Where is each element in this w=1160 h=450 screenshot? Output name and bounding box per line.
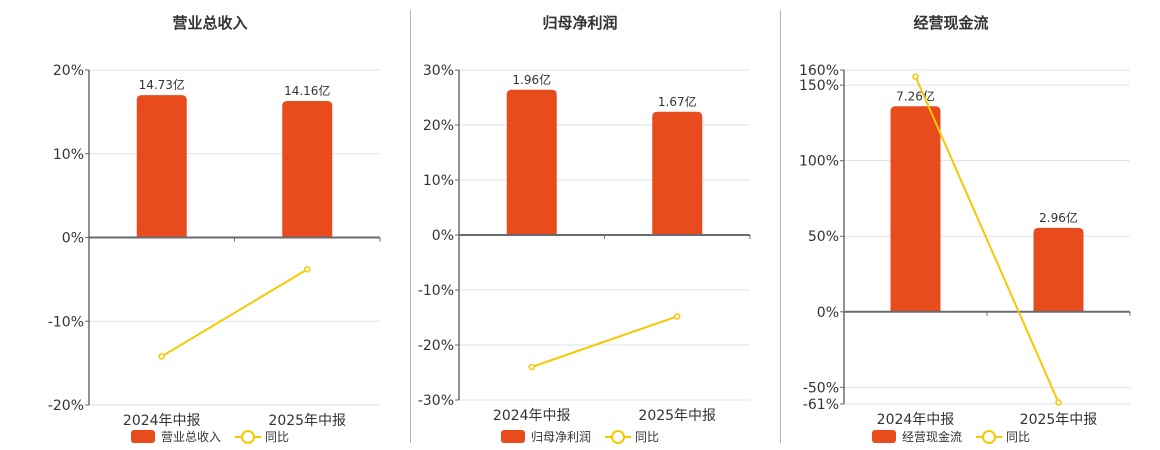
legend-bar-label[interactable]: 营业总收入	[160, 430, 221, 444]
bar-value-label: 14.16亿	[284, 83, 330, 98]
chart-title: 经营现金流	[913, 14, 989, 32]
yoy-line	[914, 76, 1060, 403]
bar-value-label: 7.26亿	[896, 88, 935, 103]
yoy-point[interactable]	[674, 313, 681, 320]
x-tick-label: 2024年中报	[123, 413, 201, 429]
y-tick-label: 50%	[808, 229, 839, 245]
legend-line-label[interactable]: 同比	[635, 430, 660, 444]
panel-divider	[780, 10, 781, 443]
y-tick-label: -20%	[48, 398, 84, 414]
y-tick-label: 100%	[799, 154, 839, 170]
yoy-line	[531, 315, 678, 368]
legend-line-label[interactable]: 同比	[265, 430, 290, 444]
legend-line-swatch-icon[interactable]	[976, 429, 1002, 444]
yoy-point[interactable]	[158, 353, 165, 360]
y-tick-label: 20%	[423, 118, 454, 134]
legend-bar-swatch[interactable]	[130, 430, 155, 443]
x-tick-label: 2025年中报	[268, 413, 346, 429]
chart-plot: 20% 10% 0% -10% -20% 14.73亿 2024年中报 14.16亿 2025年…	[48, 63, 381, 429]
chart-title: 营业总收入	[172, 14, 248, 32]
legend-line-swatch-icon[interactable]	[235, 429, 261, 444]
y-tick-label: 0%	[817, 305, 839, 321]
bar-value-label: 1.67亿	[658, 94, 697, 109]
y-tick-label: 10%	[53, 147, 84, 163]
x-tick-label: 2025年中报	[1020, 412, 1098, 428]
chart-legend: 营业总收入 同比	[0, 428, 420, 445]
y-tick-label: 0%	[432, 228, 454, 244]
y-tick-label: -20%	[418, 338, 454, 354]
legend-bar-label[interactable]: 归母净利润	[530, 430, 591, 444]
y-tick-label: 20%	[53, 63, 84, 79]
y-tick-label: 10%	[423, 173, 454, 189]
bar[interactable]	[136, 95, 187, 238]
yoy-point[interactable]	[912, 73, 919, 80]
y-tick-label: -61%	[803, 397, 839, 413]
bar[interactable]	[890, 106, 941, 312]
y-tick-label: -50%	[803, 380, 839, 396]
yoy-point[interactable]	[528, 363, 535, 371]
x-tick-label: 2025年中报	[638, 408, 716, 424]
panel-divider	[410, 10, 411, 443]
yoy-point[interactable]	[304, 266, 311, 273]
legend-bar-label[interactable]: 经营现金流	[901, 430, 962, 444]
legend-line-label[interactable]: 同比	[1006, 430, 1031, 444]
y-tick-label: 160%	[799, 63, 839, 79]
x-tick-label: 2024年中报	[493, 408, 571, 424]
y-tick-label: -10%	[48, 314, 84, 330]
legend-line-swatch-icon[interactable]	[605, 429, 631, 444]
chart-legend: 归母净利润 同比	[411, 428, 749, 445]
chart-plot: 30% 20% 10% 0% -10% -20% -30% 1.96亿 2024年中报 1.67亿…	[418, 63, 751, 424]
bar-value-label: 14.73亿	[139, 77, 185, 92]
y-tick-label: -30%	[418, 393, 454, 409]
y-tick-label: 0%	[62, 231, 84, 247]
bar[interactable]	[652, 111, 703, 235]
y-tick-label: 30%	[423, 63, 454, 79]
bar[interactable]	[282, 100, 333, 238]
yoy-point[interactable]	[1055, 399, 1062, 406]
chart-panel-net-profit: 归母净利润 30% 20% 10% 0% -10% -20% -30% 1.96亿 2024年中…	[411, 0, 780, 450]
bar[interactable]	[506, 89, 557, 235]
bar-value-label: 1.96亿	[512, 72, 551, 87]
y-tick-label: 150%	[799, 78, 839, 94]
chart-legend: 经营现金流 同比	[781, 428, 1121, 445]
bar[interactable]	[1033, 227, 1084, 312]
chart-panel-revenue: 营业总收入 20% 10% 0% -10% -20% 14.73亿 2024年中报 14.16…	[0, 0, 410, 450]
x-tick-label: 2024年中报	[877, 412, 955, 428]
y-tick-label: -10%	[418, 283, 454, 299]
bar-value-label: 2.96亿	[1039, 210, 1078, 225]
legend-bar-swatch[interactable]	[871, 430, 896, 443]
chart-panel-operating-cashflow: 经营现金流 160% 150% 100% 50% 0% -50% -61% 7.26亿 2024…	[781, 0, 1160, 450]
chart-plot: 160%150% 100% 50% 0% -50%-61% 7.26亿 2024年中报 2.9…	[799, 63, 1131, 428]
legend-bar-swatch[interactable]	[500, 430, 525, 443]
yoy-line	[161, 268, 308, 358]
chart-title: 归母净利润	[542, 14, 618, 32]
